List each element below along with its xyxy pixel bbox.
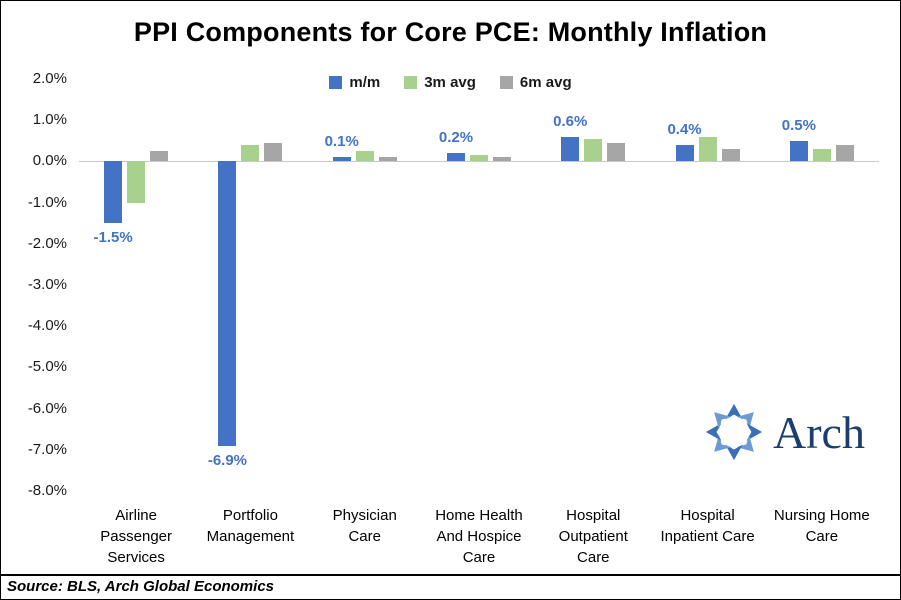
zero-gridline xyxy=(79,161,879,163)
x-axis-label-cat6: Nursing Home Care xyxy=(773,507,870,545)
arch-logo-text: Arch xyxy=(773,406,865,458)
bar-m-m-cat2 xyxy=(332,157,351,162)
bar-6m-avg-cat6 xyxy=(835,144,854,162)
source-note-text: Source: BLS, Arch Global Economics xyxy=(7,578,274,595)
y-axis-tick: -2.0% xyxy=(27,234,67,252)
data-label-cat0: -1.5% xyxy=(93,229,133,247)
bar-3m-avg-cat0 xyxy=(127,161,146,203)
legend-swatch-6m-avg-icon xyxy=(499,76,513,89)
bar-m-m-cat1 xyxy=(218,161,237,446)
legend-label-6m-avg: 6m avg xyxy=(519,74,572,91)
source-note: Source: BLS, Arch Global Economics xyxy=(1,574,900,599)
data-label-cat4: 0.6% xyxy=(553,112,588,130)
data-label-cat1: -6.9% xyxy=(207,451,248,469)
chart-title: PPI Components for Core PCE: Monthly Inf… xyxy=(133,17,768,47)
y-axis-tick: -3.0% xyxy=(27,276,67,293)
bar-m-m-cat4 xyxy=(561,136,580,162)
arch-logo: Arch xyxy=(703,401,865,463)
bar-3m-avg-cat4 xyxy=(584,138,603,162)
legend-swatch-3m-avg-icon xyxy=(404,76,418,89)
bar-3m-avg-cat2 xyxy=(355,151,374,162)
data-label-cat6: 0.5% xyxy=(781,116,816,134)
legend-label-mm: m/m xyxy=(349,74,381,91)
bar-6m-avg-cat2 xyxy=(378,157,397,162)
y-axis-tick: 0.0% xyxy=(32,152,67,170)
data-label-cat3: 0.2% xyxy=(438,129,474,147)
legend-item-3m-avg: 3m avg xyxy=(404,74,476,91)
arch-logo-mark-icon xyxy=(705,403,763,461)
y-axis-tick: -6.0% xyxy=(27,399,67,417)
y-axis-tick: -1.0% xyxy=(27,193,67,211)
y-axis-tick: -8.0% xyxy=(27,482,67,499)
legend-item-6m-avg: 6m avg xyxy=(499,74,572,91)
bar-m-m-cat0 xyxy=(104,161,123,224)
bar-6m-avg-cat5 xyxy=(721,149,740,162)
bar-m-m-cat5 xyxy=(675,144,694,162)
bar-6m-avg-cat1 xyxy=(264,142,283,162)
y-axis-tick: -7.0% xyxy=(27,440,67,458)
y-axis-tick: -4.0% xyxy=(27,317,67,335)
bar-6m-avg-cat0 xyxy=(150,151,169,162)
x-axis-label-cat3: Home Health And Hospice Care xyxy=(435,507,523,566)
data-label-cat5: 0.4% xyxy=(667,120,702,138)
legend-swatch-mm-icon xyxy=(329,76,343,89)
bar-3m-avg-cat6 xyxy=(812,149,831,162)
y-axis-tick: -5.0% xyxy=(27,358,67,376)
data-label-cat2: 0.1% xyxy=(324,133,359,151)
x-axis-label-cat2: Physician Care xyxy=(332,507,397,545)
y-axis-tick: 2.0% xyxy=(32,70,67,87)
bar-3m-avg-cat1 xyxy=(241,144,260,162)
bar-6m-avg-cat4 xyxy=(607,142,626,162)
legend-label-3m-avg: 3m avg xyxy=(424,74,476,91)
legend-item-mm: m/m xyxy=(329,74,380,91)
bar-3m-avg-cat3 xyxy=(470,155,488,162)
x-axis-label-cat0: Airline Passenger Services xyxy=(100,507,172,566)
x-axis-label-cat1: Portfolio Management xyxy=(206,507,295,545)
x-axis-label-cat4: Hospital Outpatient Care xyxy=(558,507,628,566)
y-axis-tick: 1.0% xyxy=(32,111,67,129)
bar-m-m-cat6 xyxy=(789,140,808,162)
chart-legend: m/m 3m avg 6m avg xyxy=(1,74,900,91)
bar-m-m-cat3 xyxy=(447,153,465,162)
bar-3m-avg-cat5 xyxy=(698,136,717,162)
bar-6m-avg-cat3 xyxy=(493,157,511,162)
x-axis-label-cat5: Hospital Inpatient Care xyxy=(660,507,755,545)
